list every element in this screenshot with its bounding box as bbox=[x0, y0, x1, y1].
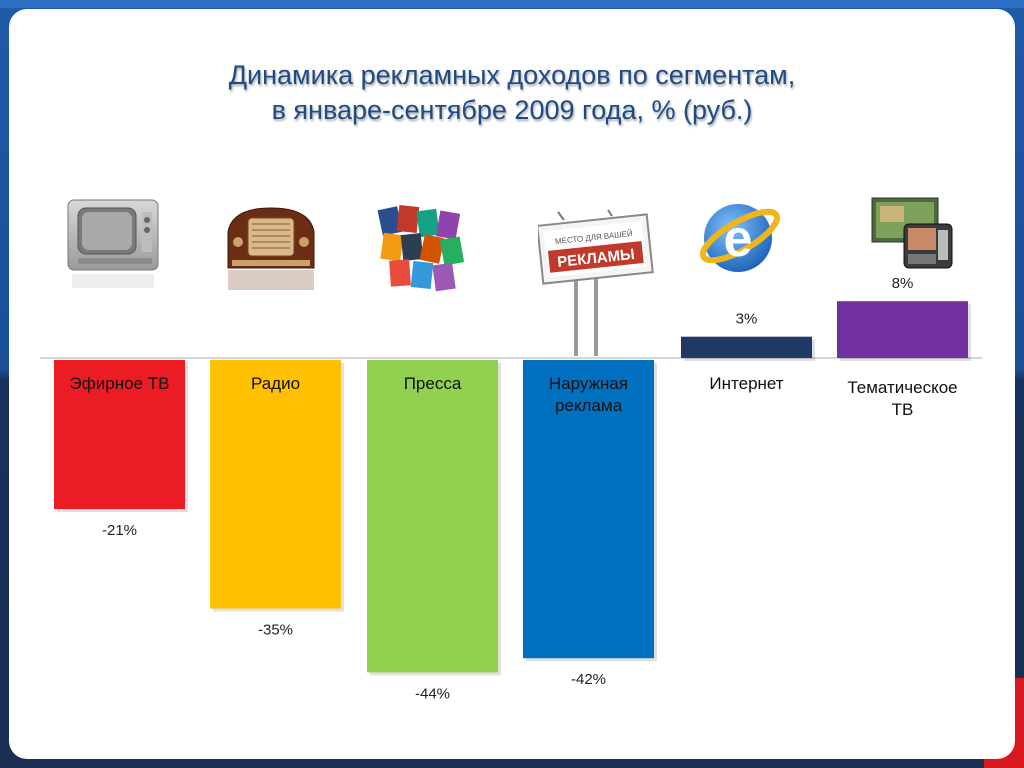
top-stripe bbox=[0, 0, 1024, 8]
value-label: -21% bbox=[102, 522, 137, 539]
svg-text:e: e bbox=[724, 210, 753, 268]
value-label: -44% bbox=[415, 685, 450, 702]
magazines-icon bbox=[377, 205, 465, 292]
category-label: Интернет bbox=[709, 374, 783, 393]
category-label: Радио bbox=[251, 374, 300, 393]
category-label: Пресса bbox=[404, 374, 462, 393]
bar-1 bbox=[54, 360, 185, 510]
tv-icon bbox=[67, 199, 159, 292]
value-label: -42% bbox=[571, 671, 606, 688]
value-label: 3% bbox=[736, 311, 758, 328]
category-label: Эфирное ТВ bbox=[70, 374, 170, 393]
bar-2 bbox=[210, 360, 341, 609]
thematic-tv-icon bbox=[871, 197, 953, 269]
billboard-icon: МЕСТО ДЛЯ ВАШЕЙ РЕКЛАМЫ bbox=[538, 209, 654, 356]
internet-explorer-icon: e bbox=[699, 204, 781, 272]
category-label: реклама bbox=[555, 396, 623, 415]
chart-title: Динамика рекламных доходов по сегментам,… bbox=[0, 58, 1024, 128]
value-label: -35% bbox=[258, 622, 293, 639]
bar-3 bbox=[367, 360, 498, 673]
chart-title-line1: Динамика рекламных доходов по сегментам, bbox=[228, 60, 796, 90]
category-label: ТВ bbox=[892, 400, 914, 419]
chart-title-line2: в январе-сентябре 2009 года, % (руб.) bbox=[271, 95, 753, 125]
value-label: 8% bbox=[892, 275, 914, 292]
bar-4 bbox=[523, 360, 654, 659]
bar-5 bbox=[681, 336, 812, 358]
category-label: Тематическое bbox=[847, 378, 957, 397]
bar-6 bbox=[837, 301, 968, 358]
radio-icon bbox=[227, 207, 315, 290]
category-label: Наружная bbox=[549, 374, 628, 393]
